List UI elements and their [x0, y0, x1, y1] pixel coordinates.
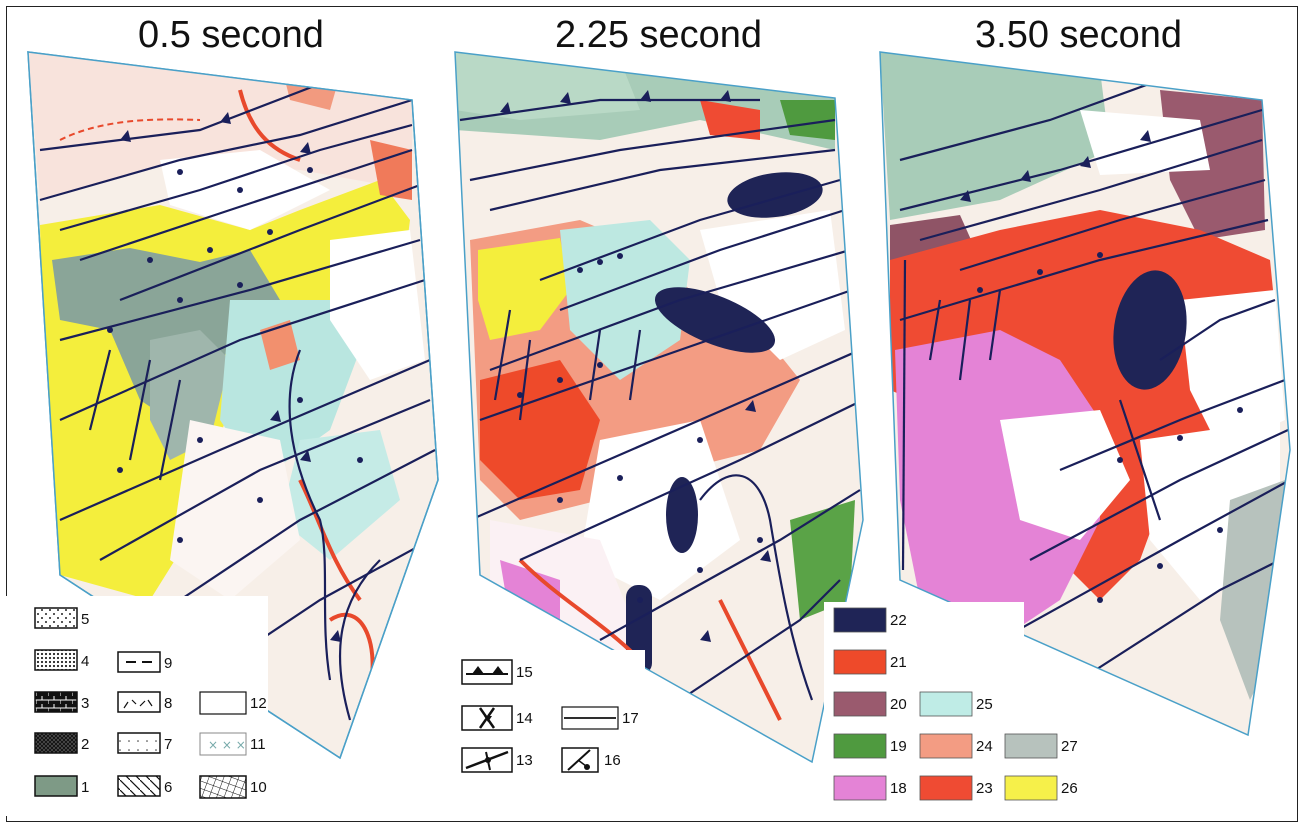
figure-frame — [6, 6, 1298, 822]
legend-label: 13 — [516, 752, 533, 769]
grid-hatch-icon — [199, 775, 247, 799]
legend-label: 17 — [622, 710, 639, 727]
legend-color-swatch — [919, 775, 973, 801]
legend-lithology: 5 4 9 3 8 12 2 7 × × × 11 1 6 10 — [6, 596, 268, 816]
legend-label: 27 — [1061, 738, 1078, 755]
legend-label: 11 — [250, 736, 266, 753]
legend-color-swatch — [833, 607, 887, 633]
blank-box-icon — [199, 691, 247, 715]
anticline-symbol-icon — [461, 705, 513, 731]
legend-color-swatch — [833, 649, 887, 675]
legend-label: 7 — [164, 736, 172, 753]
normal-fault-ball-icon — [561, 747, 599, 773]
legend-color-swatch — [1004, 733, 1058, 759]
legend-label: 6 — [164, 779, 172, 796]
legend-label: 16 — [604, 752, 621, 769]
legend-label: 9 — [164, 655, 172, 672]
legend-label: 25 — [976, 696, 993, 713]
legend-label: 22 — [890, 612, 907, 629]
legend-label: 14 — [516, 710, 533, 727]
legend-color-swatch — [1004, 775, 1058, 801]
legend-color-swatch — [833, 691, 887, 717]
legend-label: 4 — [81, 653, 89, 670]
solid-line-icon — [561, 706, 619, 730]
green-fill-box-icon — [34, 775, 78, 797]
legend-label: 19 — [890, 738, 907, 755]
sparse-dots-pattern-icon — [34, 607, 78, 629]
legend-colors: 22 21 20 25 19 24 27 18 23 26 — [824, 602, 1078, 808]
legend-label: 12 — [250, 695, 267, 712]
legend-label: 1 — [81, 779, 89, 796]
legend-label: 24 — [976, 738, 993, 755]
legend-color-swatch — [919, 691, 973, 717]
legend-label: 2 — [81, 736, 89, 753]
thrust-triangle-line-icon — [461, 659, 513, 685]
legend-label: 21 — [890, 654, 907, 671]
brick-pattern-icon — [34, 691, 78, 713]
dense-dots-pattern-icon — [34, 649, 78, 671]
legend-label: 23 — [976, 780, 993, 797]
panel-title-3: 3.50 second — [975, 14, 1183, 56]
legend-label: 8 — [164, 695, 172, 712]
svg-text:× × ×: × × × — [208, 738, 246, 752]
legend-label: 18 — [890, 780, 907, 797]
syncline-symbol-icon — [461, 747, 513, 773]
legend-color-swatch — [919, 733, 973, 759]
map-panel-3 — [879, 51, 1291, 737]
diagonal-hatch-icon — [117, 775, 161, 797]
legend-label: 3 — [81, 695, 89, 712]
panel-title-1: 0.5 second — [138, 14, 324, 56]
legend-label: 15 — [516, 664, 533, 681]
legend-label: 5 — [81, 611, 89, 628]
dashed-line-icon — [117, 651, 161, 673]
legend-label: 20 — [890, 696, 907, 713]
crosshatch-dense-pattern-icon — [34, 732, 78, 754]
legend-color-swatch — [833, 733, 887, 759]
panel-title-2: 2.25 second — [555, 14, 763, 56]
legend-structures: 15 14 17 13 16 — [455, 650, 645, 780]
legend-label: 26 — [1061, 780, 1078, 797]
dash-scatter-pattern-icon — [117, 691, 161, 713]
x-marks-pattern-icon: × × × — [199, 732, 247, 756]
fine-dots-pattern-icon — [117, 732, 161, 754]
map-panel-1 — [27, 51, 439, 760]
legend-label: 10 — [250, 779, 267, 796]
legend-color-swatch — [833, 775, 887, 801]
